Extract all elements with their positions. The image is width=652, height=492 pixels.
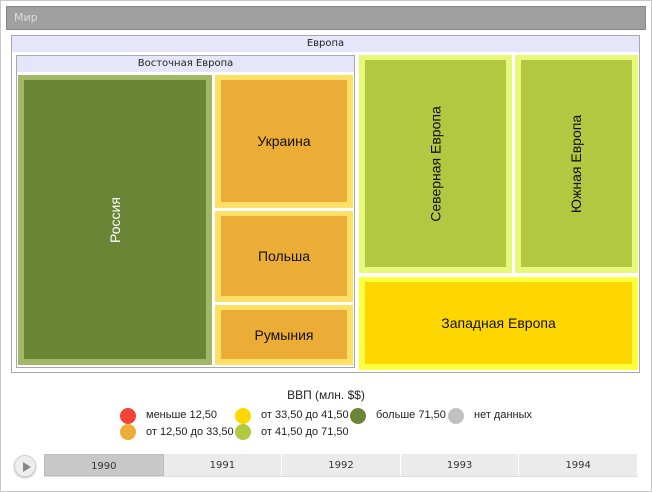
legend-swatch: [120, 408, 136, 424]
legend-label: от 12,50 до 33,50: [146, 426, 234, 438]
tile-russia[interactable]: Россия: [18, 75, 212, 365]
legend-label: больше 71,50: [376, 409, 446, 421]
tile-label: Западная Европа: [441, 315, 556, 331]
tile-label: Южная Европа: [568, 114, 585, 213]
legend-label: от 41,50 до 71,50: [261, 426, 349, 438]
play-icon: [23, 462, 31, 472]
legend-swatch: [350, 408, 366, 424]
tile-label: Северная Европа: [427, 105, 444, 222]
legend-label: нет данных: [474, 409, 533, 421]
tile-southern-europe[interactable]: Южная Европа: [515, 55, 638, 273]
legend-title: ВВП (млн. $$): [287, 388, 365, 402]
legend-label: меньше 12,50: [146, 409, 218, 421]
tile-label: Украина: [257, 133, 311, 149]
tile-western-europe[interactable]: Западная Европа: [359, 277, 638, 370]
tile-northern-europe[interactable]: Северная Европа: [359, 55, 512, 273]
tile-label: Польша: [257, 248, 311, 264]
tile-label: Румыния: [254, 326, 314, 343]
timeline-year-1992[interactable]: 1992: [282, 454, 401, 476]
group-europe-header[interactable]: Европа: [12, 36, 639, 52]
legend-swatch: [120, 424, 136, 440]
timeline-year-1991[interactable]: 1991: [164, 454, 283, 476]
timeline-year-1993[interactable]: 1993: [401, 454, 520, 476]
legend-label: от 33,50 до 41,50: [261, 409, 349, 421]
group-eastern-europe-header[interactable]: Восточная Европа: [17, 56, 354, 72]
legend-swatch: [448, 408, 464, 424]
timeline[interactable]: 1990 1991 1992 1993 1994: [44, 454, 638, 477]
timeline-year-1990[interactable]: 1990: [44, 454, 164, 476]
tile-ukraine[interactable]: Украина: [215, 75, 353, 208]
legend-swatch: [235, 424, 251, 440]
play-button[interactable]: [14, 455, 36, 477]
tile-romania[interactable]: Румыния: [215, 305, 353, 365]
timeline-year-1994[interactable]: 1994: [519, 454, 638, 476]
tile-poland[interactable]: Польша: [215, 211, 353, 302]
tile-label: Россия: [106, 196, 123, 243]
root-header-mir[interactable]: Мир: [6, 6, 646, 30]
legend-swatch: [235, 408, 251, 424]
